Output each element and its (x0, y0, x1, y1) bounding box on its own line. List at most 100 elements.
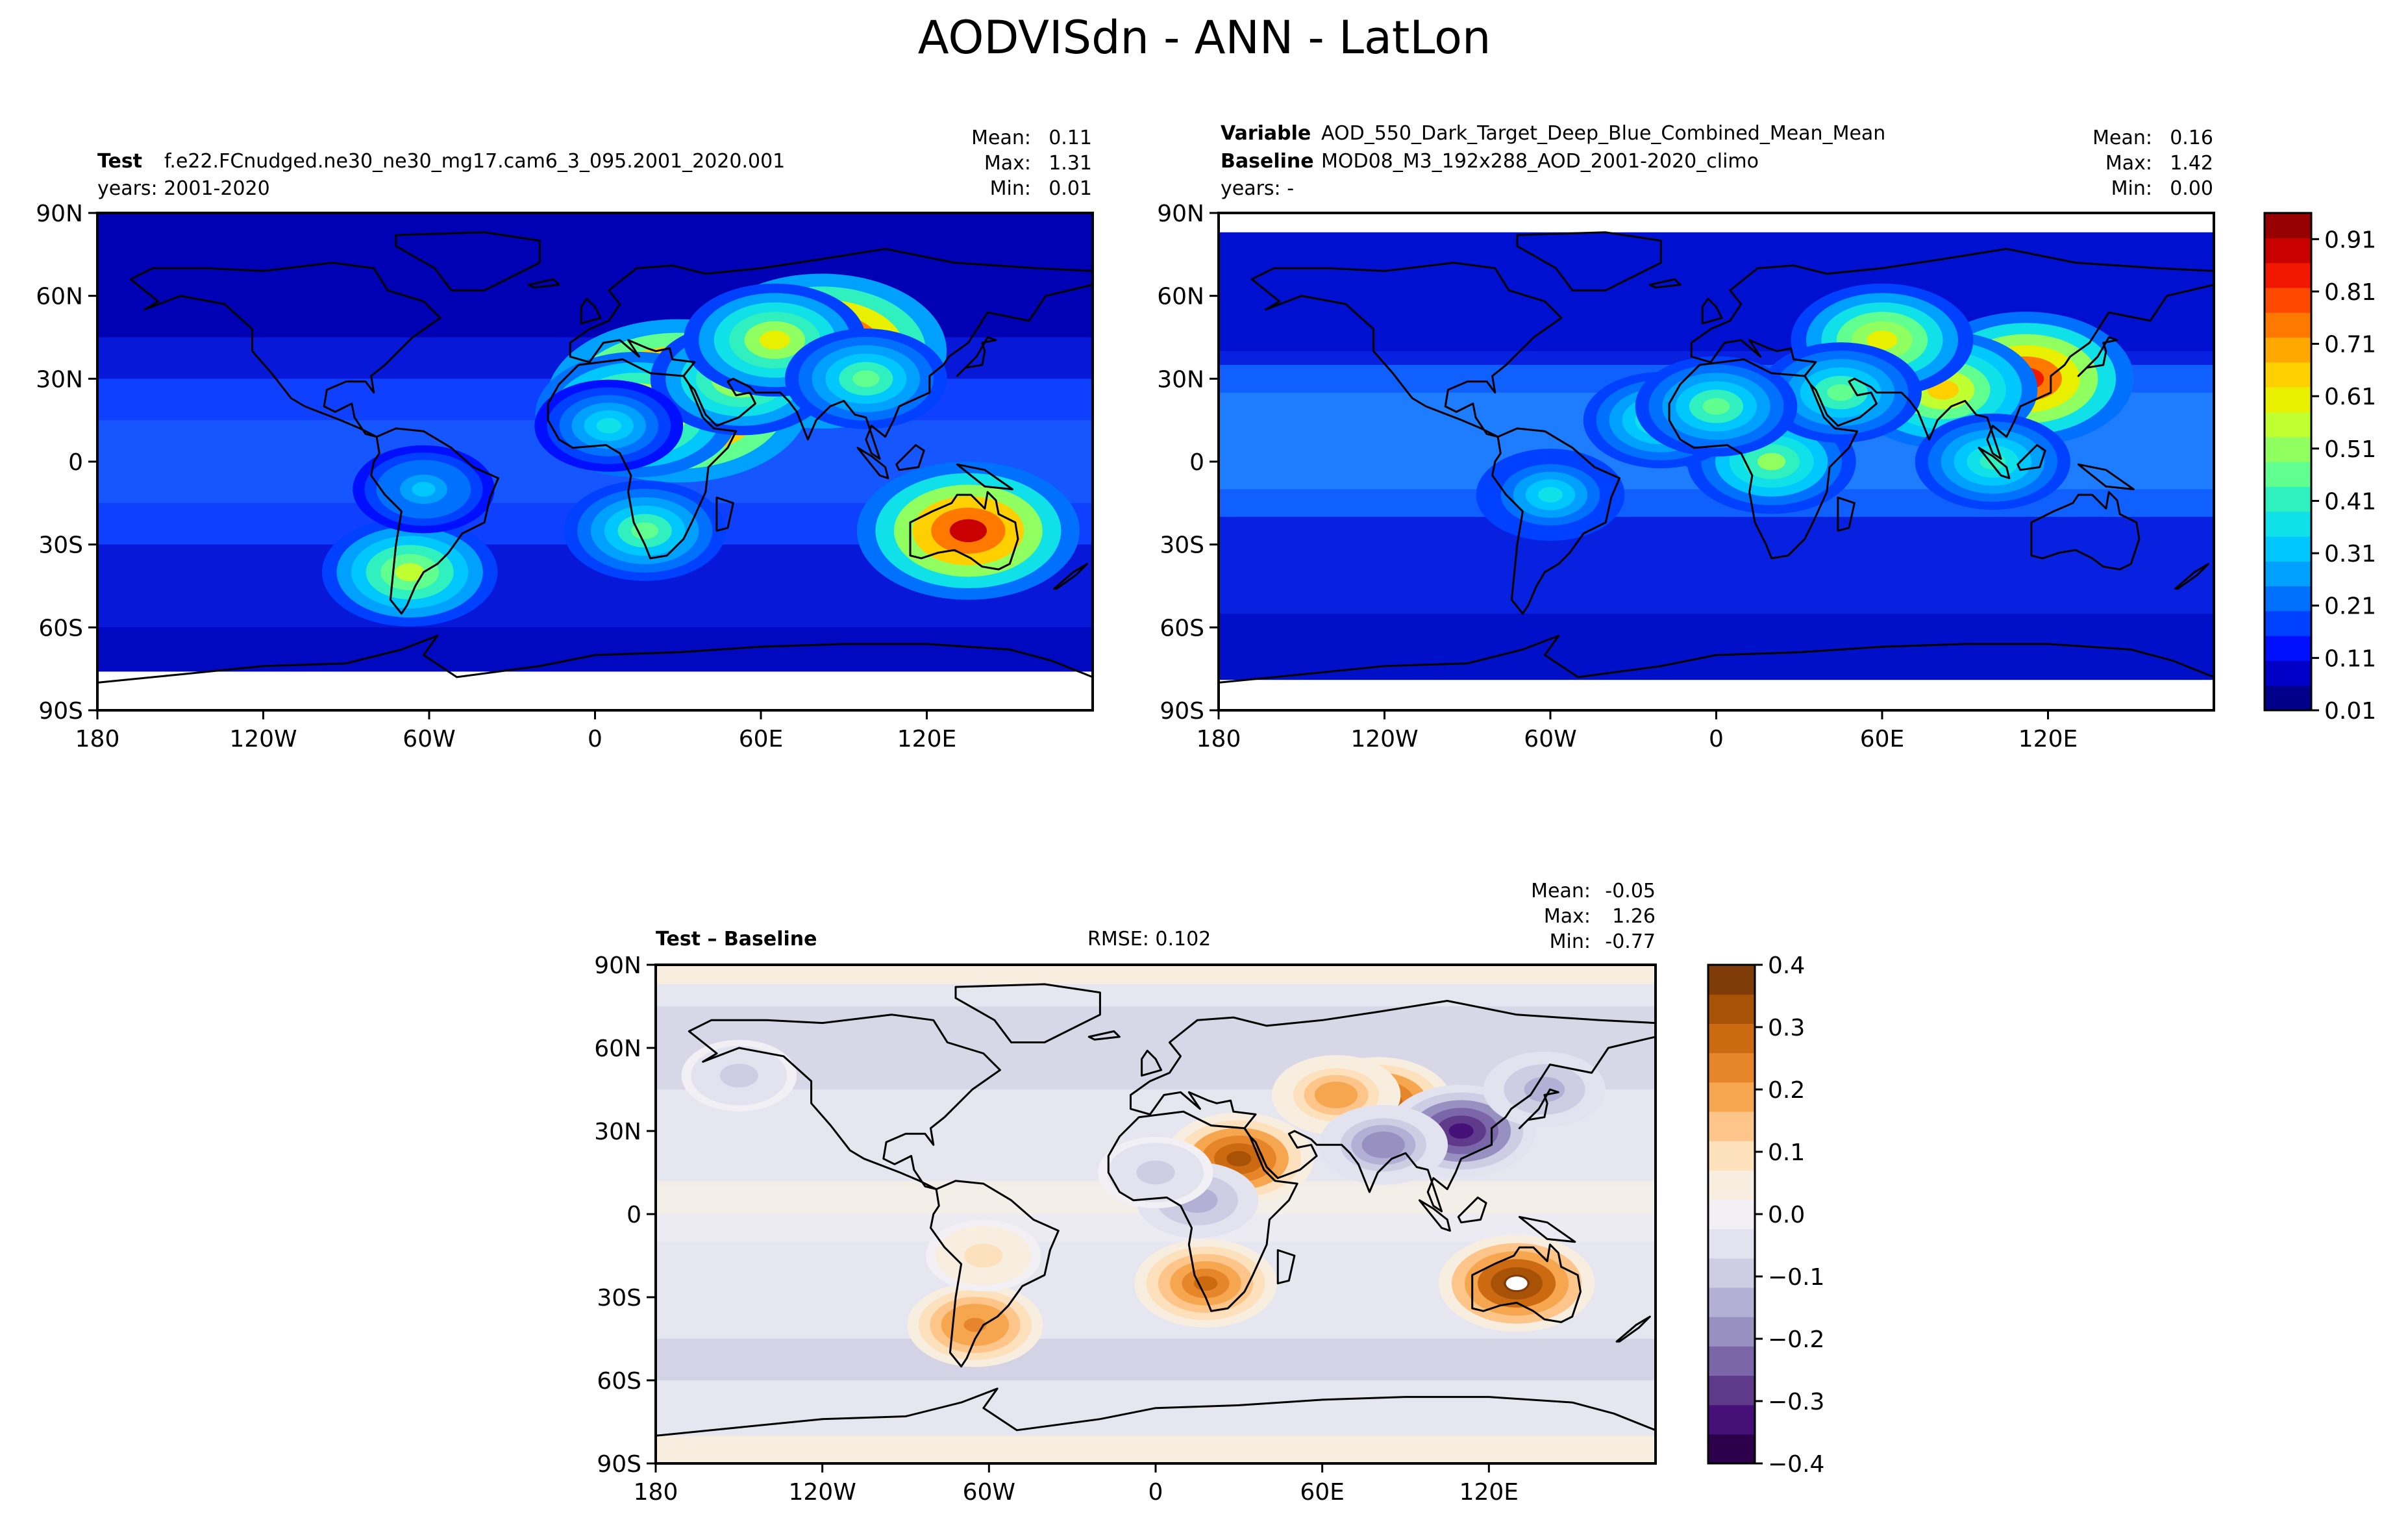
aod-blob (1226, 1150, 1252, 1167)
colorbar-segment (1708, 1258, 1755, 1288)
y-tick-label: 60N (36, 284, 83, 310)
colorbar-segment (1708, 1023, 1755, 1054)
colorbar-segment (2265, 486, 2311, 512)
colorbar-segment (1708, 1434, 1755, 1464)
colorbar-segment (1708, 1287, 1755, 1317)
aod-blob (759, 330, 790, 350)
diff-stat-label-min: Min: (1550, 930, 1591, 953)
colorbar-tick-label: 0.0 (1768, 1202, 1805, 1228)
colorbar-tick-label: 0.61 (2324, 384, 2376, 410)
baseline-map: 180 120W 60W 0 60E 120E 90N 60N 30N 0 30S 60S 90S (1157, 201, 2215, 752)
colorbar-segment (2265, 636, 2311, 661)
test-stat-value-min: 0.01 (1049, 177, 1092, 200)
colorbar-segment (2265, 387, 2311, 412)
coastline (2077, 336, 2118, 377)
colorbar-segment (2265, 586, 2311, 612)
coastline (688, 1013, 1001, 1191)
coastline (956, 336, 997, 377)
colorbar-segment (2265, 561, 2311, 587)
coastline (129, 262, 441, 438)
colorbar-segment (2265, 610, 2311, 636)
test-stat-value-mean: 0.11 (1049, 127, 1092, 149)
colorbar-segment (2265, 412, 2311, 438)
coastline (1107, 1110, 1298, 1312)
colorbar-segment (1708, 1317, 1755, 1347)
x-tick-label: 180 (634, 1479, 678, 1506)
coastline (1457, 1196, 1487, 1224)
colorbar-segment (2265, 436, 2311, 462)
colorbar-segment (1708, 1346, 1755, 1376)
coastline (1668, 358, 1859, 560)
panel-difference: Test – Baseline RMSE: 0.102 Mean: -0.05 … (594, 880, 1657, 1506)
x-tick-label: 120W (1350, 726, 1418, 752)
aod-blob (1537, 487, 1563, 503)
test-stat-label-max: Max: (984, 152, 1031, 175)
colorbar-segment (1708, 1082, 1755, 1112)
x-tick-label: 180 (75, 726, 120, 752)
polar-region (1219, 213, 2214, 232)
coastline (930, 1180, 1060, 1368)
colorbar-segment (2265, 685, 2311, 711)
x-tick-label: 180 (1197, 726, 1241, 752)
colorbar-tick-label: 0.3 (1768, 1015, 1805, 1041)
x-tick-label: 120W (789, 1479, 856, 1506)
coastline (1516, 231, 1662, 292)
coastline (656, 1387, 1656, 1463)
aod-blob (1702, 397, 1730, 415)
coastline (97, 634, 1093, 710)
colorbar-frame (2263, 212, 2313, 712)
baseline-stat-value-mean: 0.16 (2170, 127, 2213, 149)
colorbar-tick-label: 0.4 (1768, 952, 1805, 979)
coastline (715, 496, 734, 532)
colorbar-tick-label: 0.91 (2324, 227, 2376, 253)
coastline (909, 491, 1019, 571)
aod-blob (1827, 384, 1854, 401)
coastline (856, 447, 889, 479)
coastline (1418, 1199, 1451, 1232)
coastline (547, 358, 738, 560)
colorbar-segment (2265, 213, 2311, 238)
aod-blob (631, 522, 658, 540)
coastline (1087, 1030, 1121, 1041)
test-stat-value-max: 1.31 (1049, 152, 1092, 175)
test-header-label: Test (97, 150, 142, 173)
aod-blob (596, 417, 621, 434)
baseline-variable-value: AOD_550_Dark_Target_Deep_Blue_Combined_M… (1321, 122, 1885, 145)
baseline-stat-label-min: Min: (2111, 177, 2152, 200)
colorbar-tick-label: −0.3 (1768, 1389, 1824, 1415)
y-tick-label: 90N (36, 201, 83, 227)
difference-map: 180 120W 60W 0 60E 120E 90N 60N 30N 0 30S 60S 90S (594, 952, 1657, 1506)
colorbar-tick-label: 0.51 (2324, 436, 2376, 463)
coastline (2174, 563, 2209, 590)
aod-colorbar: 0.01 0.11 0.21 0.31 0.41 0.51 0.61 0.71 0.81 0.91 (2263, 212, 2376, 725)
coastline (1701, 297, 1723, 325)
colorbar-segment (2265, 262, 2311, 288)
colorbar-segment (2265, 287, 2311, 313)
baseline-stat-value-max: 1.42 (2170, 152, 2213, 175)
aod-blob (412, 482, 436, 497)
coastline (1250, 262, 1563, 438)
coastline (395, 231, 541, 292)
aod-blob (1325, 1088, 1347, 1102)
x-tick-label: 60W (1524, 726, 1576, 752)
colorbar-segment (2265, 462, 2311, 487)
colorbar-segment (2265, 536, 2311, 562)
colorbar-segment (2265, 312, 2311, 338)
x-tick-label: 0 (588, 726, 602, 752)
baseline-stat-label-max: Max: (2105, 152, 2152, 175)
test-stat-label-min: Min: (990, 177, 1031, 200)
aod-blob (973, 1249, 993, 1262)
coastline (1690, 247, 2214, 460)
x-tick-label: 60E (1860, 726, 1905, 752)
difference-colorbar: 0.4 0.3 0.2 0.1 0.0 −0.1 −0.2 −0.3 −0.4 (1707, 952, 1824, 1478)
coastline (1491, 427, 1620, 615)
test-header-years: years: 2001-2020 (97, 177, 270, 200)
colorbar-segment (2265, 660, 2311, 686)
diff-stat-value-mean: -0.05 (1605, 880, 1656, 902)
y-tick-label: 90S (38, 698, 83, 725)
x-tick-label: 60W (963, 1479, 1015, 1506)
colorbar-segment (1708, 994, 1755, 1024)
y-tick-label: 60N (594, 1036, 641, 1062)
colorbar-segment (1708, 1052, 1755, 1083)
baseline-stat-value-min: 0.00 (2170, 177, 2213, 200)
